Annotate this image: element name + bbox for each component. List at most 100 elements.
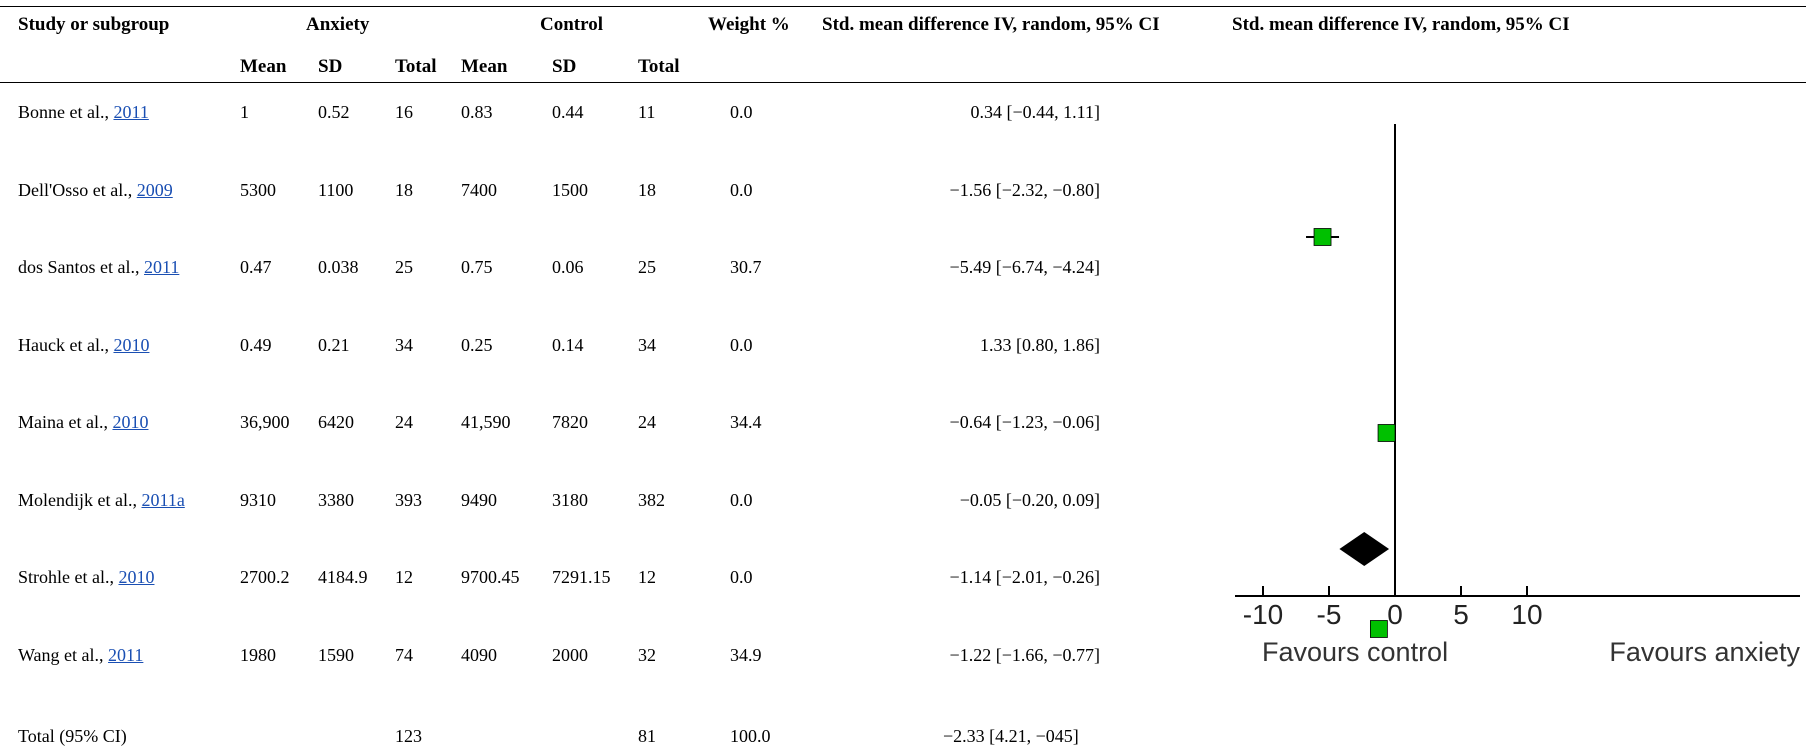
x-tick-label: 0 [1387,599,1403,630]
control-total-cell: 382 [638,490,665,510]
total-weight: 100.0 [730,726,771,746]
control-mean-cell: 0.83 [461,102,493,122]
header-control-total: Total [638,56,680,77]
study-name: Dell'Osso et al., 2009 [18,180,173,201]
study-year-link[interactable]: 2010 [112,412,149,432]
anxiety-sd-cell: 1590 [318,645,354,665]
control-mean-cell: 7400 [461,180,497,200]
anxiety-mean-cell: 5300 [240,180,276,200]
control-total-cell: 24 [638,412,656,432]
anxiety-sd-cell: 4184.9 [318,567,368,587]
effect-marker [1377,424,1396,442]
ci-cell: −1.56 [−2.32, −0.80] [949,180,1100,200]
control-sd-cell: 0.44 [552,102,584,122]
control-sd-cell: 1500 [552,180,588,200]
study-year-link[interactable]: 2010 [118,567,155,587]
x-tick-label: -10 [1243,599,1283,630]
control-mean-cell: 4090 [461,645,497,665]
anxiety-mean-cell: 0.47 [240,257,272,277]
anxiety-total-cell: 24 [395,412,413,432]
control-sd-cell: 3180 [552,490,588,510]
study-name: dos Santos et al., 2011 [18,257,179,278]
study-name: Bonne et al., 2011 [18,102,149,123]
weight-cell: 0.0 [730,335,753,355]
control-total-cell: 32 [638,645,656,665]
anxiety-total-cell: 18 [395,180,413,200]
ci-cell: −1.22 [−1.66, −0.77] [949,645,1100,665]
weight-cell: 34.9 [730,645,762,665]
header-rule [0,82,1806,83]
control-sd-cell: 7820 [552,412,588,432]
ci-cell: −0.64 [−1.23, −0.06] [949,412,1100,432]
study-year-link[interactable]: 2011 [144,257,180,277]
weight-cell: 0.0 [730,102,753,122]
study-author: Dell'Osso et al., [18,180,137,200]
x-tick-label: 5 [1453,599,1469,630]
control-total-cell: 11 [638,102,656,122]
study-author: dos Santos et al., [18,257,144,277]
control-mean-cell: 9490 [461,490,497,510]
study-author: Molendijk et al., [18,490,142,510]
control-mean-cell: 0.75 [461,257,493,277]
anxiety-total-cell: 34 [395,335,413,355]
header-anxiety: Anxiety [306,14,370,35]
anxiety-total-cell: 12 [395,567,413,587]
anxiety-total-cell: 74 [395,645,413,665]
study-name: Wang et al., 2011 [18,645,143,666]
control-sd-cell: 2000 [552,645,588,665]
weight-cell: 0.0 [730,567,753,587]
total-label: Total (95% CI) [18,726,127,746]
study-year-link[interactable]: 2011 [113,102,149,122]
study-name: Maina et al., 2010 [18,412,148,433]
header-anxiety-total: Total [395,56,437,77]
anxiety-total-cell: 16 [395,102,413,122]
header-smd-text: Std. mean difference IV, random, 95% CI [822,14,1160,35]
anxiety-total-cell: 393 [395,490,422,510]
header-smd-plot: Std. mean difference IV, random, 95% CI [1232,14,1570,35]
ci-cell: 1.33 [0.80, 1.86] [980,335,1100,355]
control-total-cell: 12 [638,567,656,587]
anxiety-sd-cell: 3380 [318,490,354,510]
study-year-link[interactable]: 2010 [113,335,150,355]
ci-cell: −5.49 [−6.74, −4.24] [949,257,1100,277]
weight-cell: 34.4 [730,412,762,432]
control-total-cell: 34 [638,335,656,355]
ci-cell: 0.34 [−0.44, 1.11] [970,102,1100,122]
anxiety-sd-cell: 0.52 [318,102,350,122]
favours-anxiety-label: Favours anxiety [1609,637,1800,667]
ci-cell: −1.14 [−2.01, −0.26] [949,567,1100,587]
study-year-link[interactable]: 2009 [136,180,173,200]
header-control-sd: SD [552,56,577,77]
anxiety-sd-cell: 0.21 [318,335,350,355]
study-author: Hauck et al., [18,335,114,355]
header-control-mean: Mean [461,56,508,77]
x-tick-label: -5 [1317,599,1342,630]
weight-cell: 30.7 [730,257,762,277]
study-year-link[interactable]: 2011a [141,490,185,510]
control-mean-cell: 0.25 [461,335,493,355]
study-author: Strohle et al., [18,567,119,587]
control-sd-cell: 7291.15 [552,567,611,587]
effect-marker [1313,228,1332,246]
anxiety-mean-cell: 36,900 [240,412,290,432]
weight-cell: 0.0 [730,490,753,510]
header-anxiety-mean: Mean [240,56,287,77]
control-mean-cell: 41,590 [461,412,511,432]
study-year-link[interactable]: 2011 [108,645,144,665]
header-weight: Weight % [708,14,790,35]
top-rule [0,6,1806,7]
control-total-cell: 18 [638,180,656,200]
study-name: Strohle et al., 2010 [18,567,154,588]
effect-marker [1369,620,1388,638]
study-name: Hauck et al., 2010 [18,335,149,356]
anxiety-mean-cell: 1980 [240,645,276,665]
study-author: Wang et al., [18,645,109,665]
total-control-total: 81 [638,726,656,746]
total-anxiety-total: 123 [395,726,422,746]
anxiety-mean-cell: 1 [240,102,249,122]
x-tick-label: 10 [1511,599,1542,630]
anxiety-total-cell: 25 [395,257,413,277]
control-total-cell: 25 [638,257,656,277]
header-control: Control [540,14,603,35]
anxiety-mean-cell: 2700.2 [240,567,290,587]
